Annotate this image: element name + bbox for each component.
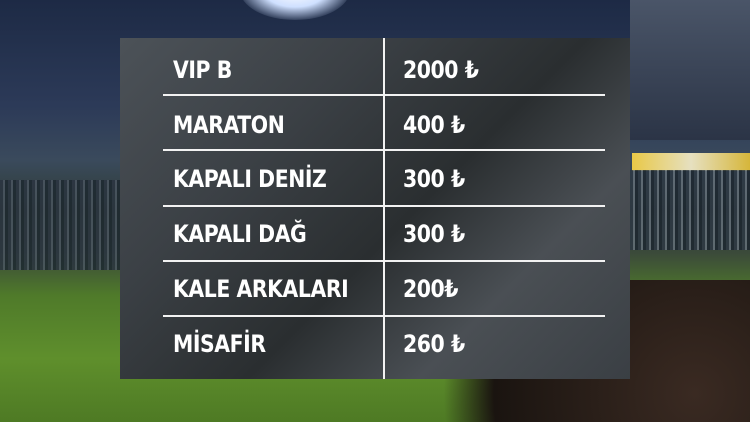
section-name: MARATON (173, 110, 285, 139)
section-name: VIP B (173, 55, 232, 84)
crowd-left (0, 180, 125, 270)
price-row: KALE ARKALARI 200₺ (120, 261, 630, 316)
section-name: KALE ARKALARI (173, 274, 349, 303)
section-price: 200₺ (403, 274, 459, 303)
section-name: MİSAFİR (173, 329, 266, 358)
ad-banner (632, 153, 750, 171)
section-name: KAPALI DAĞ (173, 219, 307, 248)
floodlight (240, 0, 350, 20)
row-divider (163, 94, 605, 96)
price-row: MARATON 400 ₺ (120, 97, 630, 152)
section-price: 400 ₺ (403, 110, 465, 139)
crowd-right (630, 170, 750, 250)
row-divider (163, 149, 605, 151)
row-divider (163, 260, 605, 262)
section-price: 260 ₺ (403, 329, 465, 358)
section-price: 300 ₺ (403, 219, 465, 248)
section-name: KAPALI DENİZ (173, 164, 327, 193)
ticket-price-table: VIP B 2000 ₺ MARATON 400 ₺ KAPALI DENİZ … (120, 38, 630, 379)
price-row: VIP B 2000 ₺ (120, 42, 630, 97)
section-price: 300 ₺ (403, 164, 465, 193)
price-row: KAPALI DAĞ 300 ₺ (120, 206, 630, 261)
row-divider (163, 205, 605, 207)
column-divider (383, 38, 385, 379)
stadium-roof (630, 0, 750, 140)
price-row: KAPALI DENİZ 300 ₺ (120, 151, 630, 206)
row-divider (163, 315, 605, 317)
section-price: 2000 ₺ (403, 55, 479, 84)
price-row: MİSAFİR 260 ₺ (120, 316, 630, 371)
